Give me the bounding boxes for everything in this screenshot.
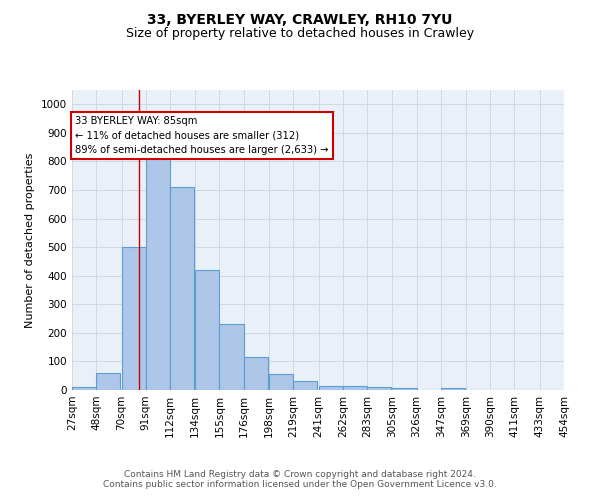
Bar xyxy=(441,388,465,390)
Text: Contains HM Land Registry data © Crown copyright and database right 2024.
Contai: Contains HM Land Registry data © Crown c… xyxy=(103,470,497,489)
Bar xyxy=(269,374,293,390)
Bar xyxy=(293,382,317,390)
Bar xyxy=(122,247,146,390)
Bar xyxy=(170,187,194,390)
Bar xyxy=(146,156,170,390)
Bar xyxy=(319,386,343,390)
Bar xyxy=(367,387,391,390)
Y-axis label: Number of detached properties: Number of detached properties xyxy=(25,152,35,328)
Bar xyxy=(72,387,96,390)
Bar xyxy=(392,388,416,390)
Bar xyxy=(220,324,244,390)
Text: 33, BYERLEY WAY, CRAWLEY, RH10 7YU: 33, BYERLEY WAY, CRAWLEY, RH10 7YU xyxy=(148,12,452,26)
Text: 33 BYERLEY WAY: 85sqm
← 11% of detached houses are smaller (312)
89% of semi-det: 33 BYERLEY WAY: 85sqm ← 11% of detached … xyxy=(76,116,329,156)
Bar xyxy=(343,386,367,390)
Bar xyxy=(96,373,121,390)
Bar xyxy=(244,357,268,390)
Text: Size of property relative to detached houses in Crawley: Size of property relative to detached ho… xyxy=(126,28,474,40)
Bar xyxy=(195,270,220,390)
